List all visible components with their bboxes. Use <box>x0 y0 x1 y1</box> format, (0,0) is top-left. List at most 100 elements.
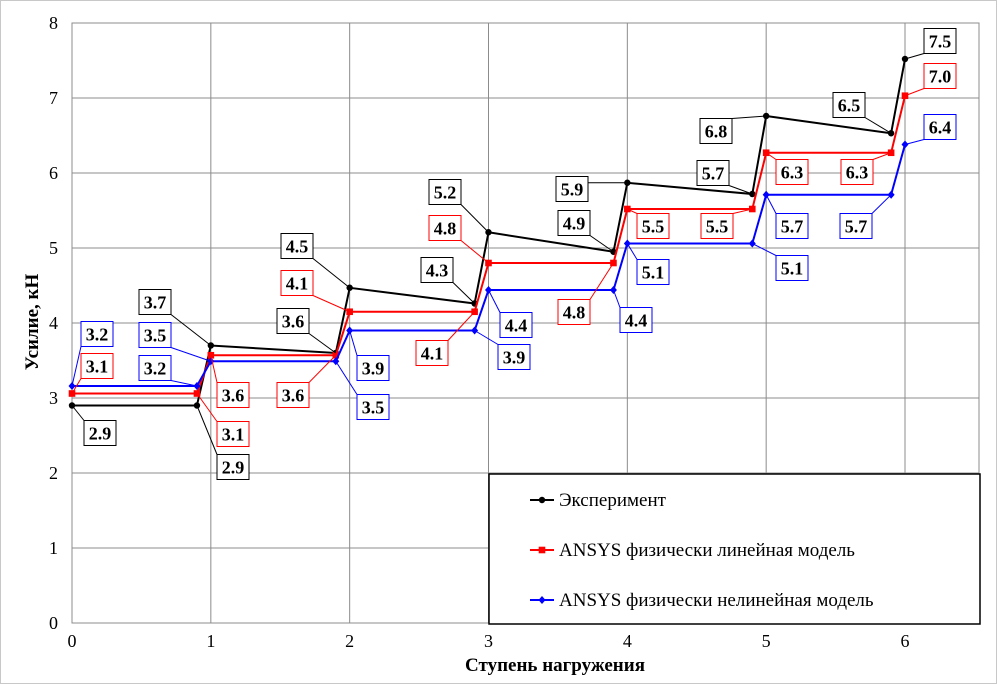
data-label-box <box>555 176 589 202</box>
y-axis-title: Усилие, кН <box>22 274 43 371</box>
data-label-box <box>80 353 114 379</box>
label-leader-line <box>871 194 892 214</box>
legend-box <box>488 473 981 625</box>
data-label: 3.2 <box>86 325 109 345</box>
label-leader-line <box>752 243 777 256</box>
data-label: 4.1 <box>286 274 309 294</box>
data-label-box <box>138 289 172 315</box>
data-label-box <box>700 213 734 239</box>
label-leader-line <box>447 311 475 341</box>
data-label-box <box>499 312 533 338</box>
label-leader-line <box>170 380 198 387</box>
data-label: 3.7 <box>144 293 167 313</box>
data-label-box <box>775 213 809 239</box>
y-tick-label: 0 <box>49 613 58 633</box>
data-point <box>471 308 478 316</box>
label-leader-line <box>349 330 358 356</box>
label-leader-line <box>589 235 614 253</box>
label-leader-line <box>728 185 753 195</box>
legend-entry-label: Эксперимент <box>559 490 667 511</box>
label-leader-line <box>170 314 212 346</box>
data-label-box <box>775 159 809 185</box>
data-label: 3.6 <box>282 386 305 406</box>
label-leader-line <box>765 152 777 160</box>
data-label: 5.1 <box>781 259 804 279</box>
data-label: 4.3 <box>426 261 449 281</box>
data-label-box <box>280 270 314 296</box>
data-label: 3.5 <box>362 398 385 418</box>
label-leader-line <box>308 354 337 383</box>
label-leader-line <box>627 208 638 214</box>
data-label-box <box>696 160 730 186</box>
data-label: 3.9 <box>503 348 526 368</box>
data-label: 3.1 <box>222 425 245 445</box>
label-leader-line <box>196 405 218 455</box>
data-label-box <box>420 257 454 283</box>
label-leader-line <box>864 117 892 134</box>
data-label: 5.7 <box>845 217 868 237</box>
data-label: 7.0 <box>929 67 952 87</box>
axes: 0 1 2 3 4 5 6 7 8 0 1 2 3 4 5 6 <box>49 13 910 651</box>
label-leader-line <box>765 194 777 214</box>
x-axis-title: Ступень нагружения <box>465 655 645 676</box>
data-label: 5.7 <box>781 217 804 237</box>
data-label: 3.5 <box>144 326 167 346</box>
data-label-box <box>138 355 172 381</box>
data-label: 5.2 <box>434 183 457 203</box>
data-label-box <box>557 210 591 236</box>
label-leader-line <box>589 262 614 300</box>
data-label-box <box>428 215 462 241</box>
data-label-box <box>280 233 314 259</box>
label-leader-line <box>904 139 925 145</box>
y-tick-label: 3 <box>49 388 58 408</box>
legend-entry-label: ANSYS физически нелинейная модель <box>559 590 874 611</box>
data-labels: 2.9 2.9 3.7 3.6 4.5 4.3 5.2 4.9 5.9 5.7 6.8 6.5 7.5 3… <box>80 28 957 480</box>
data-label-box <box>839 213 873 239</box>
data-point <box>346 308 353 316</box>
data-label-box <box>497 344 531 370</box>
data-label-box <box>619 307 653 333</box>
legend: Эксперимент ANSYS физически линейная моде… <box>488 473 981 625</box>
data-label: 7.5 <box>929 32 952 52</box>
y-tick-label: 6 <box>49 163 58 183</box>
y-tick-label: 2 <box>49 463 58 483</box>
data-label: 5.5 <box>642 217 665 237</box>
y-tick-label: 1 <box>49 538 58 558</box>
data-label-box <box>923 114 957 140</box>
data-label-box <box>923 28 957 54</box>
data-label: 3.6 <box>222 386 245 406</box>
data-label: 5.7 <box>702 164 725 184</box>
data-label-box <box>216 382 250 408</box>
x-tick-label: 4 <box>623 631 632 651</box>
data-label: 3.2 <box>144 359 167 379</box>
data-label-box <box>699 118 733 144</box>
label-leader-line <box>460 204 489 233</box>
y-tick-label: 7 <box>49 88 58 108</box>
data-label: 4.9 <box>563 214 586 234</box>
data-label: 6.5 <box>838 96 861 116</box>
data-label: 5.5 <box>706 217 729 237</box>
label-leader-line <box>71 378 82 394</box>
label-leader-line <box>488 289 501 313</box>
label-leader-line <box>312 258 350 289</box>
legend-entry-label: ANSYS физически линейная модель <box>559 540 855 561</box>
data-label-box <box>636 259 670 285</box>
label-leader-line <box>170 347 211 362</box>
data-label: 6.8 <box>705 122 728 142</box>
data-label-box <box>428 179 462 205</box>
data-label: 6.4 <box>929 118 952 138</box>
y-tick-label: 5 <box>49 238 58 258</box>
label-leader-line <box>872 152 892 160</box>
label-leader-line <box>452 282 475 304</box>
data-label-box <box>276 308 310 334</box>
data-label: 5.1 <box>642 263 665 283</box>
label-leader-line <box>71 405 85 421</box>
data-label-box <box>636 213 670 239</box>
label-leader-line <box>732 208 753 214</box>
x-tick-label: 1 <box>206 631 215 651</box>
label-leader-line <box>904 88 925 97</box>
data-label: 4.8 <box>434 219 457 239</box>
data-label: 3.6 <box>282 312 305 332</box>
